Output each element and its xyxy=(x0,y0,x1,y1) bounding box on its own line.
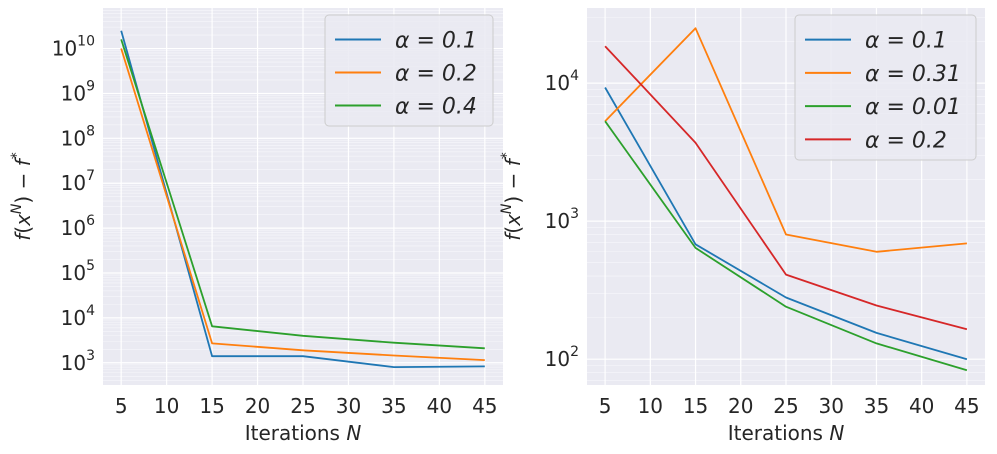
y-tick-label: 107 xyxy=(61,168,95,195)
legend-label-3: α = 0.01 xyxy=(865,95,961,120)
x-tick-label: 40 xyxy=(427,394,452,418)
y-axis-label: f(xN) − f* xyxy=(9,152,35,241)
series-line-3 xyxy=(120,39,485,350)
y-tick-label: 109 xyxy=(61,78,95,105)
legend-label-2: α = 0.31 xyxy=(865,62,961,87)
series-line-3 xyxy=(604,120,968,372)
x-tick-label: 25 xyxy=(290,394,315,418)
x-tick-label: 10 xyxy=(638,394,663,418)
legend-box xyxy=(324,14,494,127)
y-tick-label: 103 xyxy=(61,348,95,375)
y-tick-label: 108 xyxy=(61,123,95,150)
legend-label-1: α = 0.1 xyxy=(865,29,947,54)
y-tick-label: 103 xyxy=(545,206,579,233)
y-tick-label: 104 xyxy=(545,68,579,95)
series-line-4 xyxy=(604,45,968,331)
x-axis-label: Iterations N xyxy=(728,421,845,445)
x-tick-label: 45 xyxy=(472,394,497,418)
x-tick-label: 15 xyxy=(199,394,224,418)
x-tick-label: 40 xyxy=(909,394,934,418)
x-tick-label: 20 xyxy=(728,394,753,418)
x-tick-label: 5 xyxy=(115,394,128,418)
x-axis-label: Iterations N xyxy=(245,421,362,445)
legend: α = 0.1 α = 0.2 α = 0.4 xyxy=(324,14,494,127)
x-tick-label: 25 xyxy=(773,394,798,418)
legend-label-3: α = 0.4 xyxy=(395,95,477,120)
y-axis-label: f(xN) − f* xyxy=(499,152,525,241)
x-tick-label: 15 xyxy=(683,394,708,418)
legend-label-1: α = 0.1 xyxy=(395,29,477,54)
y-tick-label: 106 xyxy=(61,213,95,240)
x-tick-label: 35 xyxy=(864,394,889,418)
x-tick-label: 45 xyxy=(954,394,979,418)
x-tick-label: 20 xyxy=(245,394,270,418)
y-tick-label: 102 xyxy=(545,344,579,371)
y-tick-label: 105 xyxy=(61,258,95,285)
chart-right: 102 103 104 5 10 15 20 25 30 35 40 45 Iterations N f(… xyxy=(499,8,985,445)
series-line-2 xyxy=(604,27,967,253)
x-tick-label: 10 xyxy=(154,394,179,418)
x-tick-label: 35 xyxy=(381,394,406,418)
x-tick-label: 30 xyxy=(819,394,844,418)
legend-box xyxy=(794,14,977,161)
series-line-2 xyxy=(120,48,485,361)
y-tick-label: 104 xyxy=(61,303,95,330)
y-tick-label: 1010 xyxy=(52,34,95,61)
chart-left: 103 104 105 106 107 108 109 1010 5 10 15 20 25 30 35 40… xyxy=(9,8,503,445)
legend-label-4: α = 0.2 xyxy=(865,128,947,153)
legend-label-2: α = 0.2 xyxy=(395,62,477,87)
series-line-1 xyxy=(604,87,968,361)
x-tick-label: 30 xyxy=(336,394,361,418)
legend: α = 0.1 α = 0.31 α = 0.01 α = 0.2 xyxy=(794,14,977,161)
x-tick-label: 5 xyxy=(599,394,612,418)
